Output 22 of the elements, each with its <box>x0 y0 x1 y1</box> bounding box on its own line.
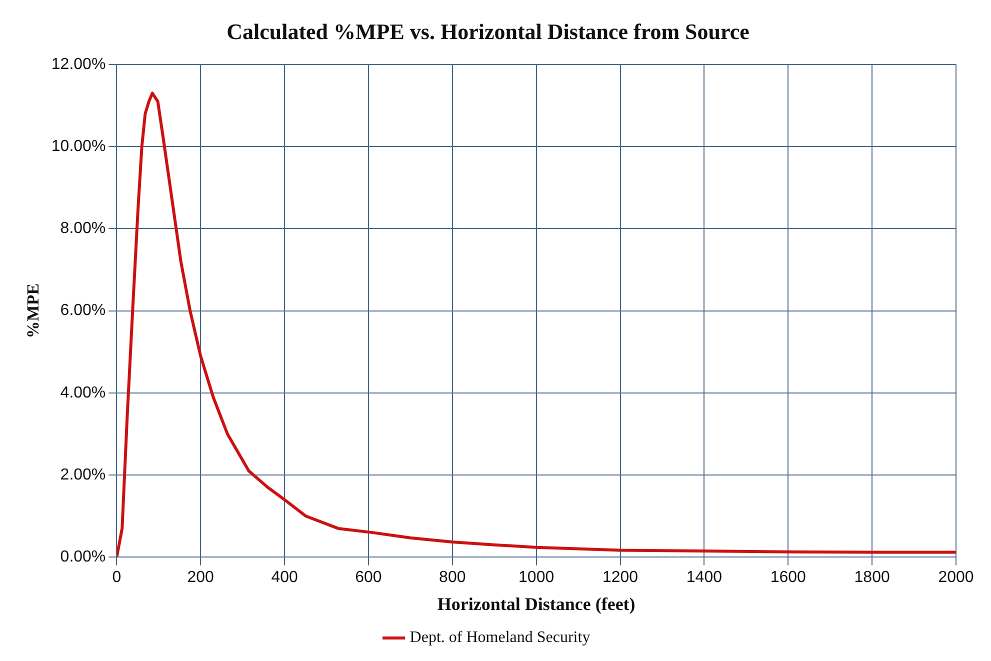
y-axis-title: %MPE <box>24 283 43 338</box>
y-tick-label: 6.00% <box>60 302 106 320</box>
y-tick-label: 12.00% <box>51 56 106 73</box>
x-tick-label: 800 <box>439 569 466 586</box>
x-tick-label: 400 <box>271 569 298 586</box>
x-tick-label: 1600 <box>770 569 806 586</box>
y-tick-label: 8.00% <box>60 220 106 238</box>
x-tick-label: 2000 <box>938 569 974 586</box>
y-tick-label: 10.00% <box>51 138 106 155</box>
x-tick-label: 1800 <box>854 569 890 586</box>
y-tick-label: 4.00% <box>60 384 106 402</box>
x-tick-label: 1000 <box>518 569 554 586</box>
x-axis-title: Horizontal Distance (feet) <box>437 594 636 614</box>
chart-title: Calculated %MPE vs. Horizontal Distance from Source <box>226 18 750 44</box>
x-tick-label: 1200 <box>602 569 638 586</box>
x-tick-label: 0 <box>112 569 122 586</box>
x-tick-label: 1400 <box>686 569 722 586</box>
y-tick-label: 2.00% <box>60 466 106 484</box>
x-tick-label: 200 <box>187 569 214 586</box>
x-tick-label: 600 <box>355 569 382 586</box>
legend-label: Dept. of Homeland Security <box>410 629 590 646</box>
y-tick-label: 0.00% <box>60 548 106 566</box>
